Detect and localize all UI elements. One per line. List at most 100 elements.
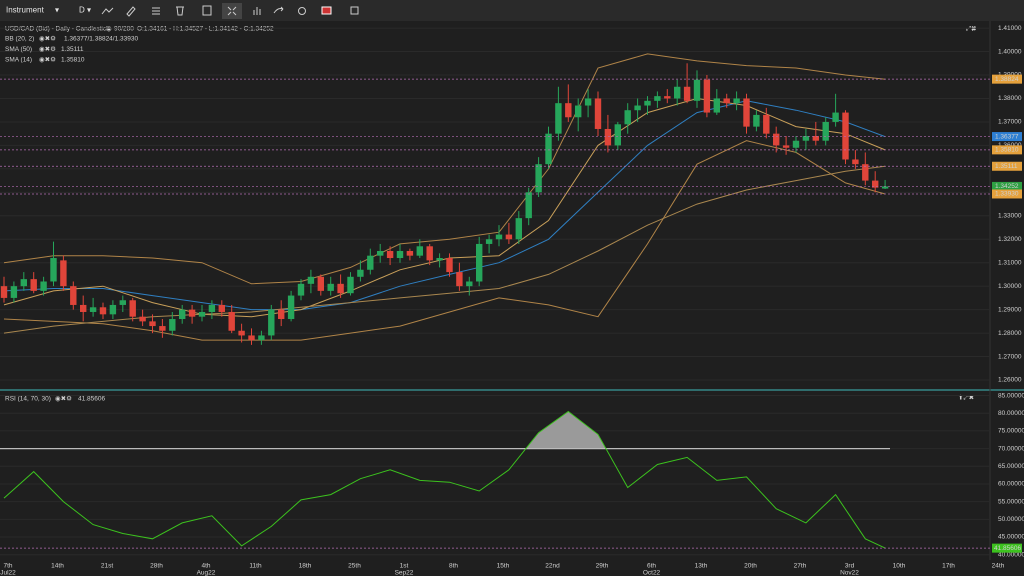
candle-body xyxy=(258,335,265,341)
y-tick-label: 65.00000 xyxy=(998,463,1024,470)
y-tick-label: 1.33000 xyxy=(998,213,1022,220)
x-tick-label: 20th xyxy=(744,563,757,570)
timeframe-button[interactable]: D xyxy=(79,6,85,15)
fullscreen-tool[interactable] xyxy=(227,6,237,16)
candle-body xyxy=(683,86,691,101)
y-tick-label: 1.30000 xyxy=(998,283,1022,290)
toolbar: Instrument ▾ D ▾ xyxy=(0,0,1024,21)
legend-icons[interactable]: ◉✖⚙ xyxy=(39,35,56,43)
chevron: ▾ xyxy=(87,6,91,15)
delete-tool[interactable] xyxy=(176,6,184,16)
x-tick-label: 24th xyxy=(992,563,1005,570)
candle-body xyxy=(723,98,730,104)
layout-tool[interactable] xyxy=(202,5,212,16)
candle-body xyxy=(852,159,859,165)
language-tool[interactable] xyxy=(321,6,332,15)
candle-body xyxy=(40,281,47,291)
candle-body xyxy=(367,255,374,270)
y-tick-label: 70.00000 xyxy=(998,445,1024,452)
candle-body xyxy=(377,250,384,256)
legend-name: SMA (14) xyxy=(5,57,32,64)
y-tick-label: 1.37000 xyxy=(998,119,1022,126)
candle-body xyxy=(763,114,770,134)
candle-body xyxy=(80,304,87,312)
candle-body xyxy=(179,309,186,320)
x-tick-label: 6th xyxy=(647,563,656,570)
candle-body xyxy=(268,309,275,336)
y-tick-label: 1.31000 xyxy=(998,259,1022,266)
month-label: Jul22 xyxy=(0,570,16,576)
candle-body xyxy=(0,286,8,298)
rsi-title: RSI (14, 70, 30) xyxy=(5,396,51,403)
month-label: Oct22 xyxy=(643,570,661,576)
candle-body xyxy=(357,269,364,277)
candle-body xyxy=(169,319,176,331)
x-tick-label: 22nd xyxy=(545,563,560,570)
panel-controls[interactable]: ⤢✖ xyxy=(966,26,976,33)
price-tag xyxy=(992,161,1022,171)
candle-body xyxy=(446,258,453,273)
candle-body xyxy=(129,300,136,317)
x-tick-label: 29th xyxy=(596,563,609,570)
x-tick-label: 4th xyxy=(201,563,210,570)
candle-body xyxy=(872,180,879,188)
y-tick-label: 85.00000 xyxy=(998,392,1024,399)
x-tick-label: 18th xyxy=(299,563,312,570)
x-tick-label: 25th xyxy=(348,563,361,570)
price-tag xyxy=(992,145,1022,155)
candle-body xyxy=(89,307,97,312)
share-tool[interactable] xyxy=(273,6,284,14)
draw-tool[interactable] xyxy=(101,7,114,15)
candle-body xyxy=(317,276,324,291)
legend-icons[interactable]: ◉✖⚙ xyxy=(55,395,72,403)
candle-body xyxy=(278,309,285,320)
indicator-tool[interactable] xyxy=(253,7,261,15)
candle-body xyxy=(664,96,671,99)
candle-body xyxy=(505,234,513,240)
rsi-tag-label: 41.85606 xyxy=(994,545,1021,552)
candle-body xyxy=(30,279,37,291)
ohlc: O:1.34161 - H:1.34527 - L:1.34142 - C:1.… xyxy=(137,26,274,33)
candle-body xyxy=(525,192,532,219)
month-label: Nov22 xyxy=(840,570,859,576)
legend-icons[interactable]: ◉✖⚙ xyxy=(39,45,56,53)
x-tick-label: 17th xyxy=(942,563,955,570)
panel-controls[interactable]: ⬆⤢✖ xyxy=(958,394,975,402)
pen-tool[interactable] xyxy=(126,6,136,17)
candle-body xyxy=(70,286,77,305)
legend-name: SMA (50) xyxy=(5,46,32,53)
rsi-line xyxy=(3,410,886,549)
candle-body xyxy=(476,243,483,282)
candle-body xyxy=(109,304,117,315)
candle-body xyxy=(396,250,404,259)
candle-body xyxy=(624,110,631,125)
window-tool[interactable] xyxy=(350,6,359,15)
active-tool[interactable] xyxy=(222,3,242,19)
candle-body xyxy=(406,250,414,256)
theme-tool[interactable] xyxy=(298,7,306,15)
price-tag-label: 1.35111 xyxy=(995,163,1018,170)
toolbar-bg xyxy=(0,0,1024,21)
candle-body xyxy=(218,304,225,312)
chart-layer: 1.410001.400001.390001.380001.370001.360… xyxy=(0,25,1022,384)
candle-body xyxy=(802,136,810,141)
legend-icons[interactable]: ◉✖⚙ xyxy=(39,56,56,64)
candle-body xyxy=(644,100,651,106)
candle-body xyxy=(713,98,720,113)
y-tick-label: 1.27000 xyxy=(998,353,1022,360)
x-tick-label: 15th xyxy=(497,563,510,570)
month-label: Aug22 xyxy=(197,570,216,576)
y-tick-label: 1.28000 xyxy=(998,330,1022,337)
candle-body xyxy=(495,234,503,240)
price-tag-label: 1.33930 xyxy=(995,191,1019,198)
x-tick-label: 8th xyxy=(449,563,458,570)
instrument-button[interactable]: Instrument xyxy=(6,6,45,15)
price-tag xyxy=(992,74,1022,84)
candle-body xyxy=(812,136,819,141)
x-tick-label: 7th xyxy=(3,563,12,570)
candle-body xyxy=(584,98,592,106)
month-label: Sep22 xyxy=(395,570,414,576)
fib-tool[interactable] xyxy=(152,7,160,15)
eye-icon[interactable]: ◉ xyxy=(106,26,112,33)
